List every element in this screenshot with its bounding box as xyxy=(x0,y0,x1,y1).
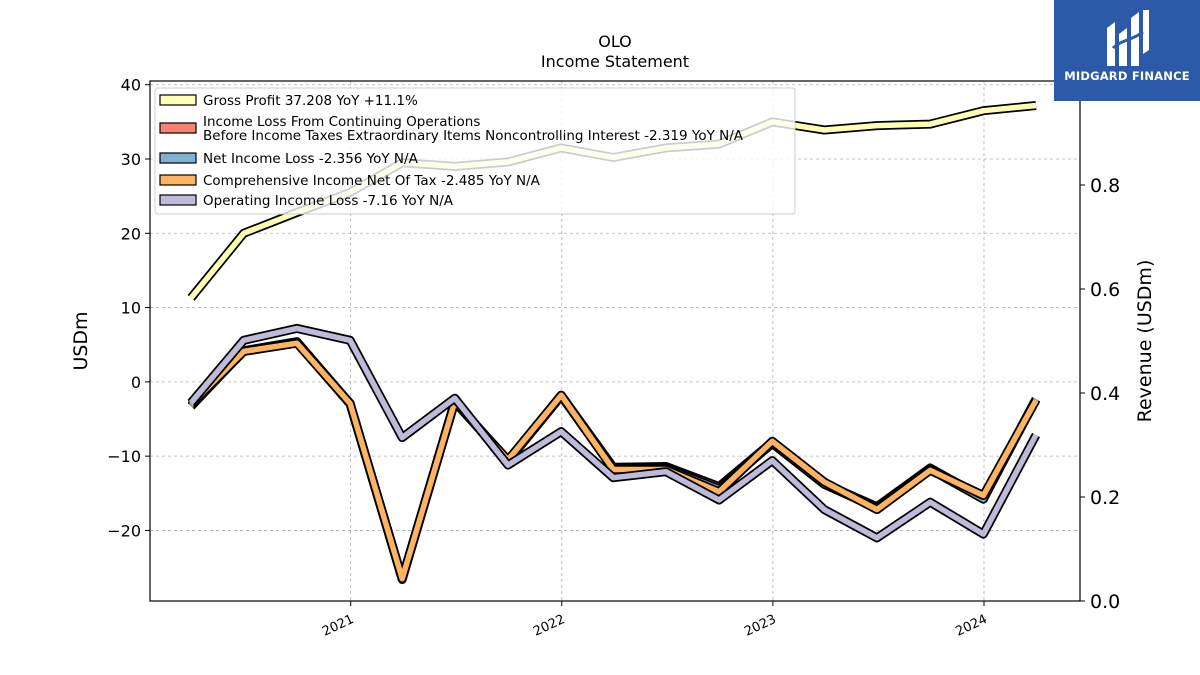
series-1 xyxy=(187,337,1040,584)
plot-frame xyxy=(149,80,1081,602)
y-tick-label: −20 xyxy=(107,521,141,540)
series-line xyxy=(188,325,1039,541)
legend-swatch xyxy=(159,94,197,106)
y-right-tick-label: 0.8 xyxy=(1090,175,1120,197)
series-line xyxy=(189,340,1039,582)
y-right-tick-label: 0.4 xyxy=(1090,383,1120,405)
series-3 xyxy=(187,338,1040,584)
legend-entry: Net Income Loss -2.356 YoY N/A xyxy=(159,151,419,167)
x-tick-label: 2024 xyxy=(953,612,989,640)
x-tick-label: 2023 xyxy=(742,612,778,640)
y-axis-label-right: Revenue (USDm) xyxy=(1134,260,1156,423)
y-axis-right: 0.0 0.2 0.4 0.6 0.8 xyxy=(1080,175,1120,613)
series-line-outline xyxy=(187,337,1040,584)
y-right-tick-label: 0.0 xyxy=(1090,591,1120,613)
chart-title: OLO xyxy=(598,32,632,51)
legend-label: Before Income Taxes Extraordinary Items … xyxy=(203,128,744,144)
legend-swatch xyxy=(159,174,197,186)
legend-entry: Comprehensive Income Net Of Tax -2.485 Y… xyxy=(159,173,541,189)
legend-label: Income Loss From Continuing Operations xyxy=(203,114,480,130)
legend-entry: Gross Profit 37.208 YoY +11.1% xyxy=(159,93,418,109)
legend-label: Net Income Loss -2.356 YoY N/A xyxy=(203,151,419,167)
legend-label: Operating Income Loss -7.16 YoY N/A xyxy=(203,193,454,209)
series-4 xyxy=(187,323,1040,543)
midgard-logo-icon xyxy=(1107,10,1149,66)
y-tick-label: 20 xyxy=(121,224,141,243)
y-tick-label: 40 xyxy=(121,76,141,95)
x-tick-label: 2021 xyxy=(320,612,356,640)
legend-frame xyxy=(154,87,796,215)
legend-swatch xyxy=(159,194,197,206)
legend-swatch xyxy=(159,122,197,134)
brand-logo: MIDGARD FINANCE xyxy=(1054,0,1200,101)
y-tick-label: 10 xyxy=(121,299,141,318)
legend: Gross Profit 37.208 YoY +11.1% Income Los… xyxy=(154,87,796,215)
brand-name: MIDGARD FINANCE xyxy=(1064,69,1190,83)
y-axis-label-left: USDm xyxy=(70,311,92,370)
legend-label: Comprehensive Income Net Of Tax -2.485 Y… xyxy=(203,173,541,189)
y-right-tick-label: 0.6 xyxy=(1090,279,1120,301)
legend-swatch xyxy=(159,152,197,164)
y-right-tick-label: 0.2 xyxy=(1090,487,1120,509)
y-tick-label: 30 xyxy=(121,150,141,169)
legend-entry: Operating Income Loss -7.16 YoY N/A xyxy=(159,193,454,209)
y-axis-left: −20 −10 0 10 20 30 40 xyxy=(107,76,150,540)
x-tick-label: 2022 xyxy=(531,612,567,640)
y-tick-label: 0 xyxy=(131,373,141,392)
legend-entry: Income Loss From Continuing OperationsBe… xyxy=(159,114,744,144)
legend-label: Gross Profit 37.208 YoY +11.1% xyxy=(203,93,418,109)
x-axis: 2021 2022 2023 2024 xyxy=(320,601,990,640)
chart-subtitle: Income Statement xyxy=(541,52,689,71)
y-tick-label: −10 xyxy=(107,447,141,466)
